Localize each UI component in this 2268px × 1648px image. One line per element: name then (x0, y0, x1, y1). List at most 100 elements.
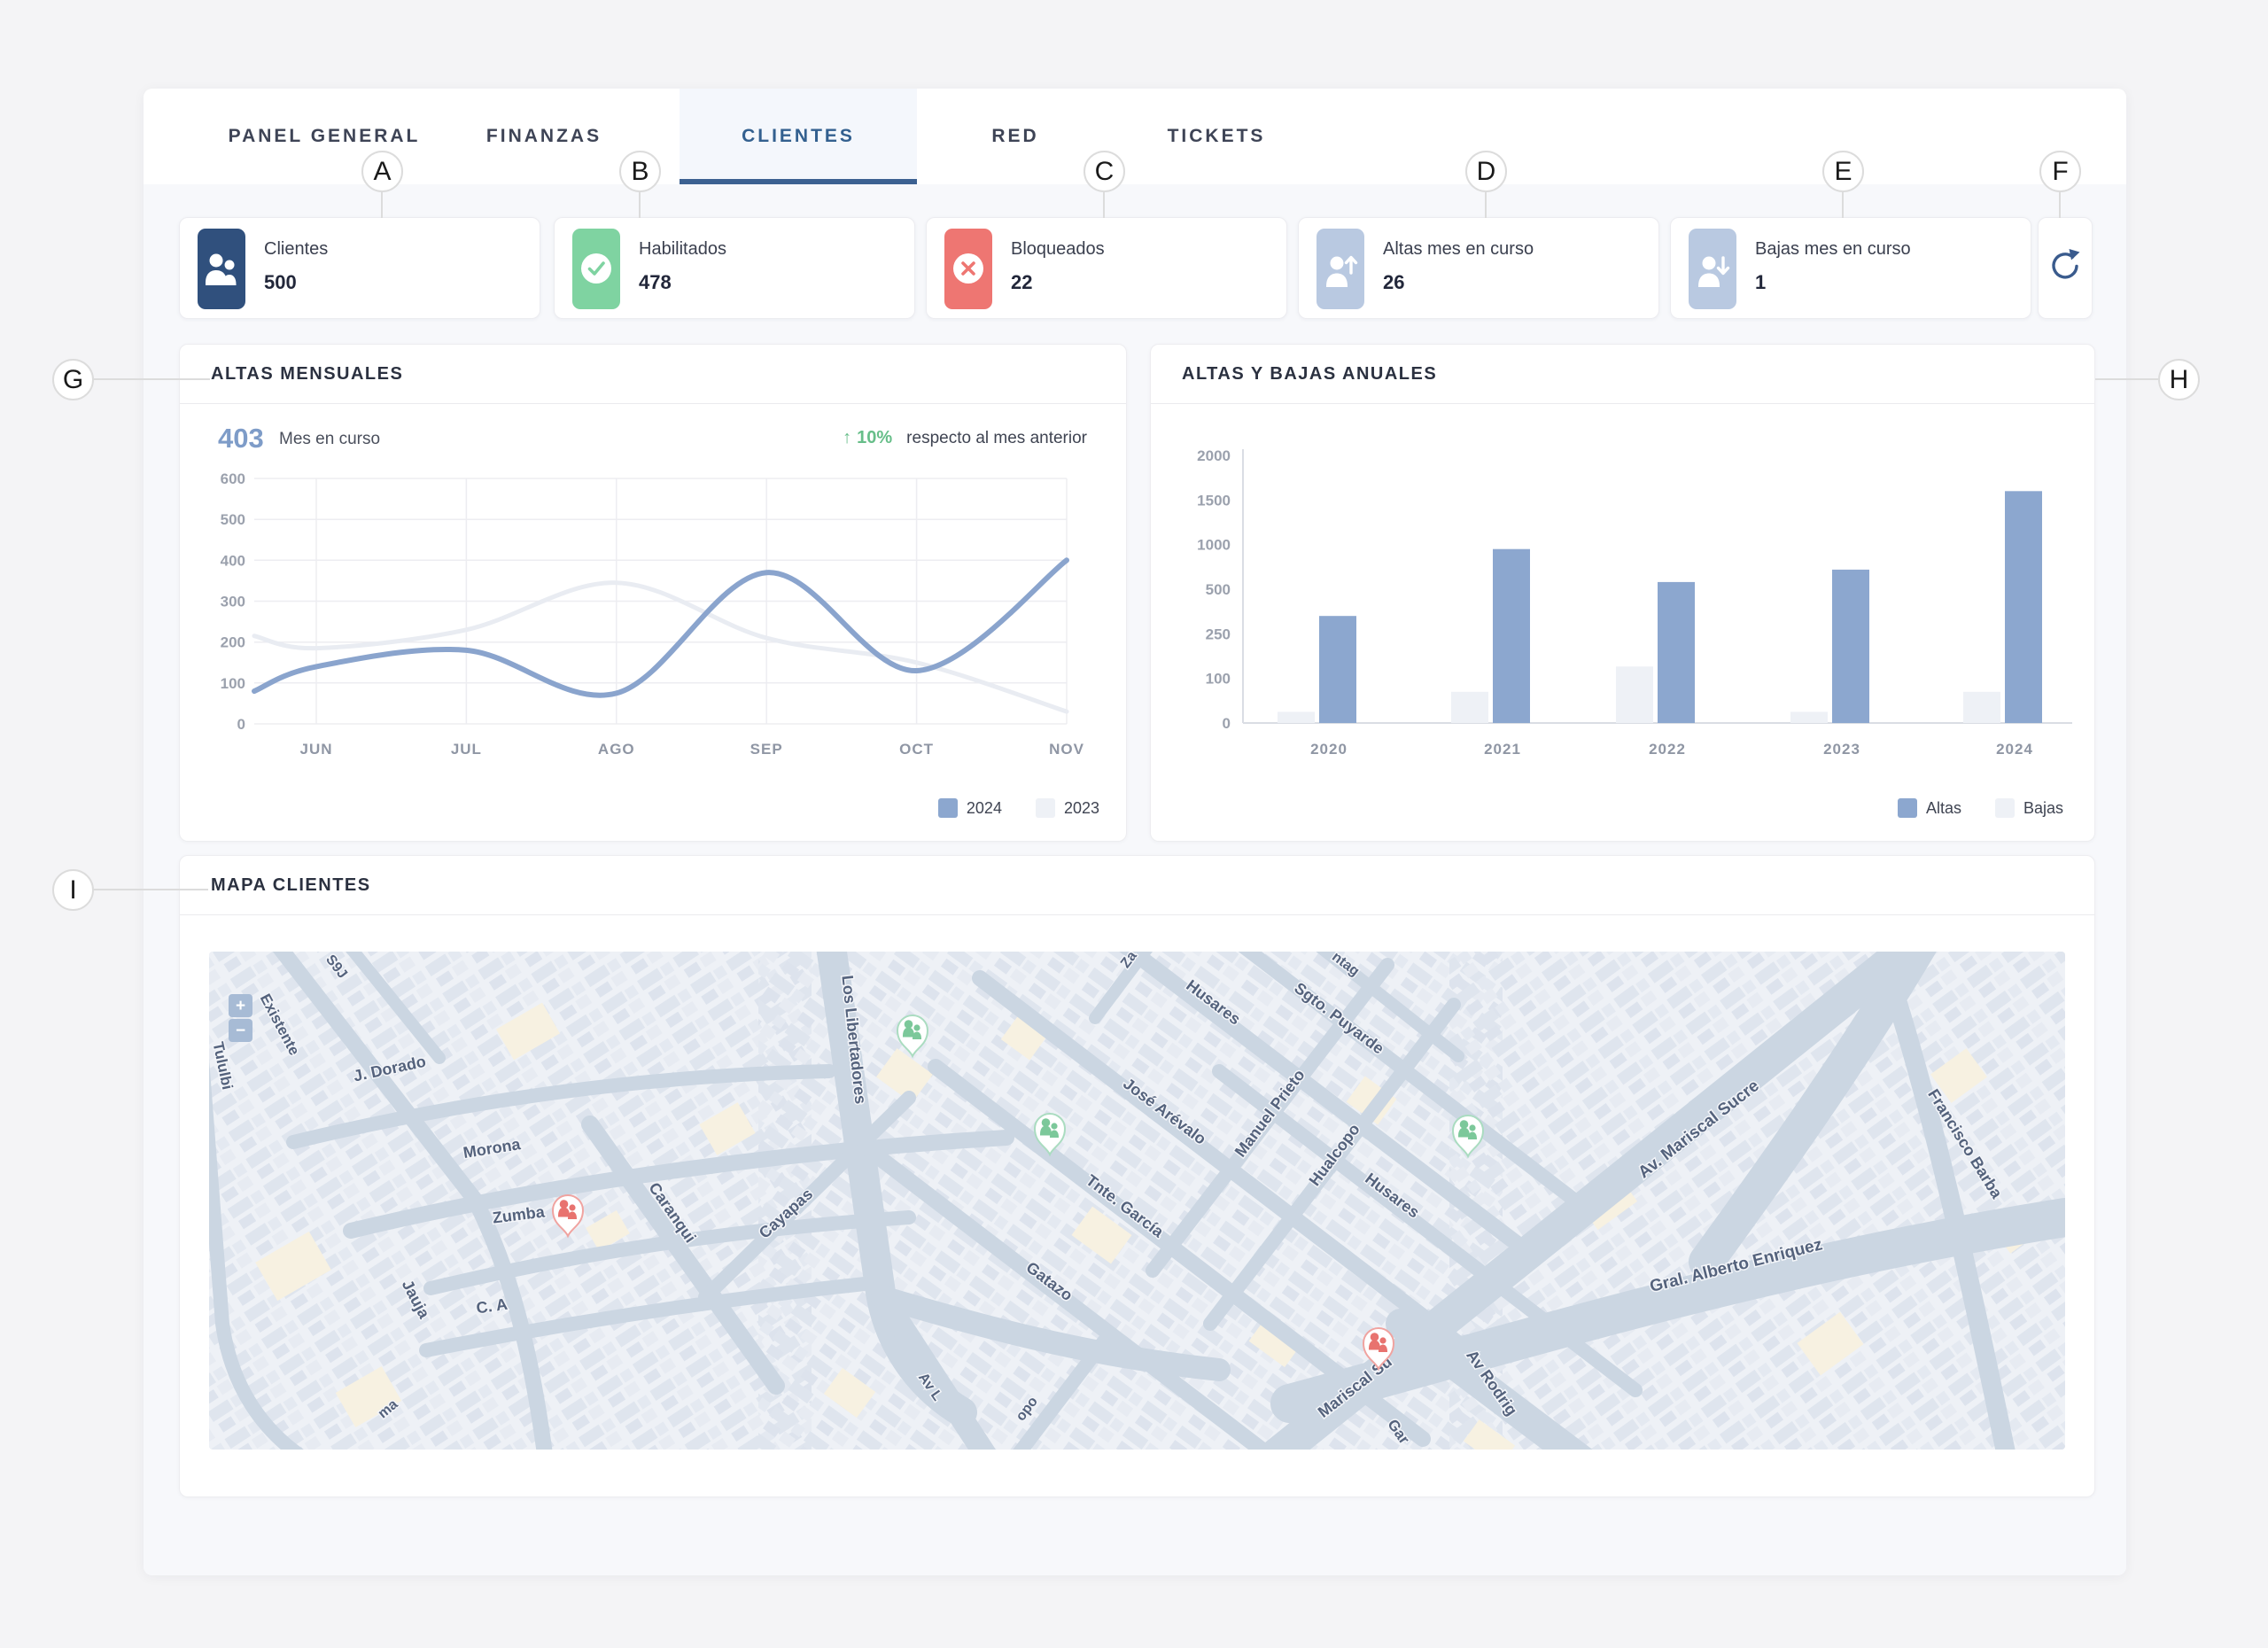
svg-text:0: 0 (237, 716, 245, 733)
user-down-icon (1689, 229, 1736, 309)
legend-label: Altas (1925, 798, 1961, 817)
svg-text:OCT: OCT (899, 741, 934, 758)
delta-caption: respecto al mes anterior (906, 429, 1087, 447)
tab-tickets[interactable]: TICKETS (1167, 126, 1266, 146)
client-marker-green[interactable] (1033, 1113, 1067, 1157)
legend-swatch-bajas (1994, 798, 2015, 818)
annotation-b: B (619, 151, 661, 192)
svg-text:0: 0 (1223, 715, 1231, 732)
legend-label: 2024 (966, 798, 1002, 817)
svg-text:400: 400 (221, 552, 245, 569)
line-chart: 0 100 200 300 400 500 600 JUN JUL AGO SEP OCT NOV (180, 345, 1126, 841)
annotation-line-a (381, 192, 383, 218)
stat-value: 22 (1011, 271, 1033, 293)
mapa-clientes-card: MAPA CLIENTES Existente S9J Tululbi J. Dora… (179, 855, 2095, 1497)
annotation-c: C (1084, 151, 1125, 192)
legend-item-2024: 2024 (937, 798, 1002, 818)
legend-item-2023: 2023 (1035, 798, 1099, 818)
annotation-line-g (94, 378, 210, 380)
tab-clientes[interactable]: CLIENTES (742, 126, 855, 146)
svg-text:100: 100 (1206, 671, 1231, 688)
svg-text:500: 500 (221, 511, 245, 528)
annotation-g: G (52, 359, 94, 400)
stat-label: Habilitados (639, 239, 726, 259)
card-title: ALTAS MENSUALES (211, 364, 404, 384)
delta-row: ↑ 10% respecto al mes anterior (843, 428, 1087, 448)
card-title: ALTAS Y BAJAS ANUALES (1182, 364, 1438, 384)
stat-label: Bloqueados (1011, 239, 1105, 259)
annotation-d: D (1465, 151, 1507, 192)
svg-text:JUL: JUL (451, 741, 482, 758)
annotation-a: A (361, 151, 403, 192)
card-header: ALTAS Y BAJAS ANUALES (1151, 345, 2094, 404)
svg-text:−: − (236, 1022, 245, 1040)
tab-finanzas[interactable]: FINANZAS (485, 126, 602, 146)
svg-text:+: + (236, 997, 245, 1015)
svg-text:JUN: JUN (299, 741, 332, 758)
active-tab-highlight (680, 89, 917, 184)
user-up-icon (1317, 229, 1364, 309)
svg-text:250: 250 (1206, 626, 1231, 642)
clients-map[interactable]: Existente S9J Tululbi J. Dorado Morona Zumba J… (209, 952, 2065, 1450)
stat-card-bloqueados: Bloqueados 22 (926, 217, 1287, 319)
annotation-line-h (2095, 378, 2158, 380)
svg-text:100: 100 (221, 675, 245, 692)
stat-card-altas-mes: Altas mes en curso 26 (1298, 217, 1659, 319)
legend-swatch-altas (1897, 798, 1917, 818)
altas-anuales-card: ALTAS Y BAJAS ANUALES 0 100 250 500 1000 1500… (1150, 344, 2095, 842)
annotation-line-f (2059, 192, 2061, 218)
svg-text:200: 200 (221, 634, 245, 651)
map-zoom-out-button[interactable]: − (229, 1019, 252, 1042)
tab-red[interactable]: RED (991, 126, 1039, 146)
legend-item-bajas: Bajas (1994, 798, 2063, 818)
check-circle-icon (572, 229, 620, 309)
current-month-value: 403 (218, 423, 264, 454)
stat-value: 1 (1755, 271, 1767, 293)
stat-label: Bajas mes en curso (1755, 239, 1911, 259)
annotation-line-d (1485, 192, 1487, 218)
client-marker-green[interactable] (1451, 1115, 1485, 1159)
main-panel: PANEL GENERAL FINANZAS CLIENTES RED TICK… (144, 89, 2126, 1575)
refresh-button[interactable] (2038, 217, 2093, 319)
delta-value: 10% (857, 428, 893, 447)
stat-label: Altas mes en curso (1383, 239, 1534, 259)
map-zoom-in-button[interactable]: + (229, 994, 252, 1017)
annotation-line-e (1842, 192, 1844, 218)
bar-chart: 0 100 250 500 1000 1500 2000 2020 2021 2022 2023 20… (1151, 345, 2094, 841)
svg-text:2022: 2022 (1649, 741, 1686, 758)
svg-text:600: 600 (221, 470, 245, 487)
annotation-line-b (639, 192, 641, 218)
legend-swatch-2023 (1035, 798, 1055, 818)
svg-text:500: 500 (1206, 581, 1231, 598)
legend-label: Bajas (2023, 798, 2063, 817)
legend-item-altas: Altas (1897, 798, 1961, 818)
stat-card-habilitados: Habilitados 478 (554, 217, 915, 319)
svg-text:2020: 2020 (1310, 741, 1348, 758)
annotation-e: E (1822, 151, 1864, 192)
tab-panel-general[interactable]: PANEL GENERAL (228, 126, 421, 146)
delta-up-arrow-icon: ↑ (843, 428, 852, 447)
stat-value: 26 (1383, 271, 1405, 293)
line-chart-legend: 2024 2023 (937, 798, 1099, 818)
stat-value: 500 (264, 271, 297, 293)
svg-text:1500: 1500 (1197, 492, 1231, 509)
client-marker-red[interactable] (1362, 1327, 1395, 1372)
active-tab-underline (680, 179, 917, 184)
annotation-f: F (2039, 151, 2081, 192)
client-marker-red[interactable] (551, 1194, 585, 1239)
svg-text:1000: 1000 (1197, 537, 1231, 554)
stat-value: 478 (639, 271, 672, 293)
client-marker-green[interactable] (896, 1014, 929, 1059)
current-month-label: Mes en curso (279, 430, 381, 448)
svg-text:2023: 2023 (1823, 741, 1860, 758)
tab-bar: PANEL GENERAL FINANZAS CLIENTES RED TICK… (144, 89, 2126, 184)
altas-mensuales-card: ALTAS MENSUALES 403 Mes en curso ↑ 10% r… (179, 344, 1127, 842)
stat-card-clientes: Clientes 500 (179, 217, 540, 319)
svg-text:AGO: AGO (598, 741, 635, 758)
annotation-line-i (94, 889, 208, 890)
users-icon (198, 229, 245, 309)
svg-text:2024: 2024 (1996, 741, 2033, 758)
x-circle-icon (944, 229, 992, 309)
svg-text:2021: 2021 (1484, 741, 1521, 758)
